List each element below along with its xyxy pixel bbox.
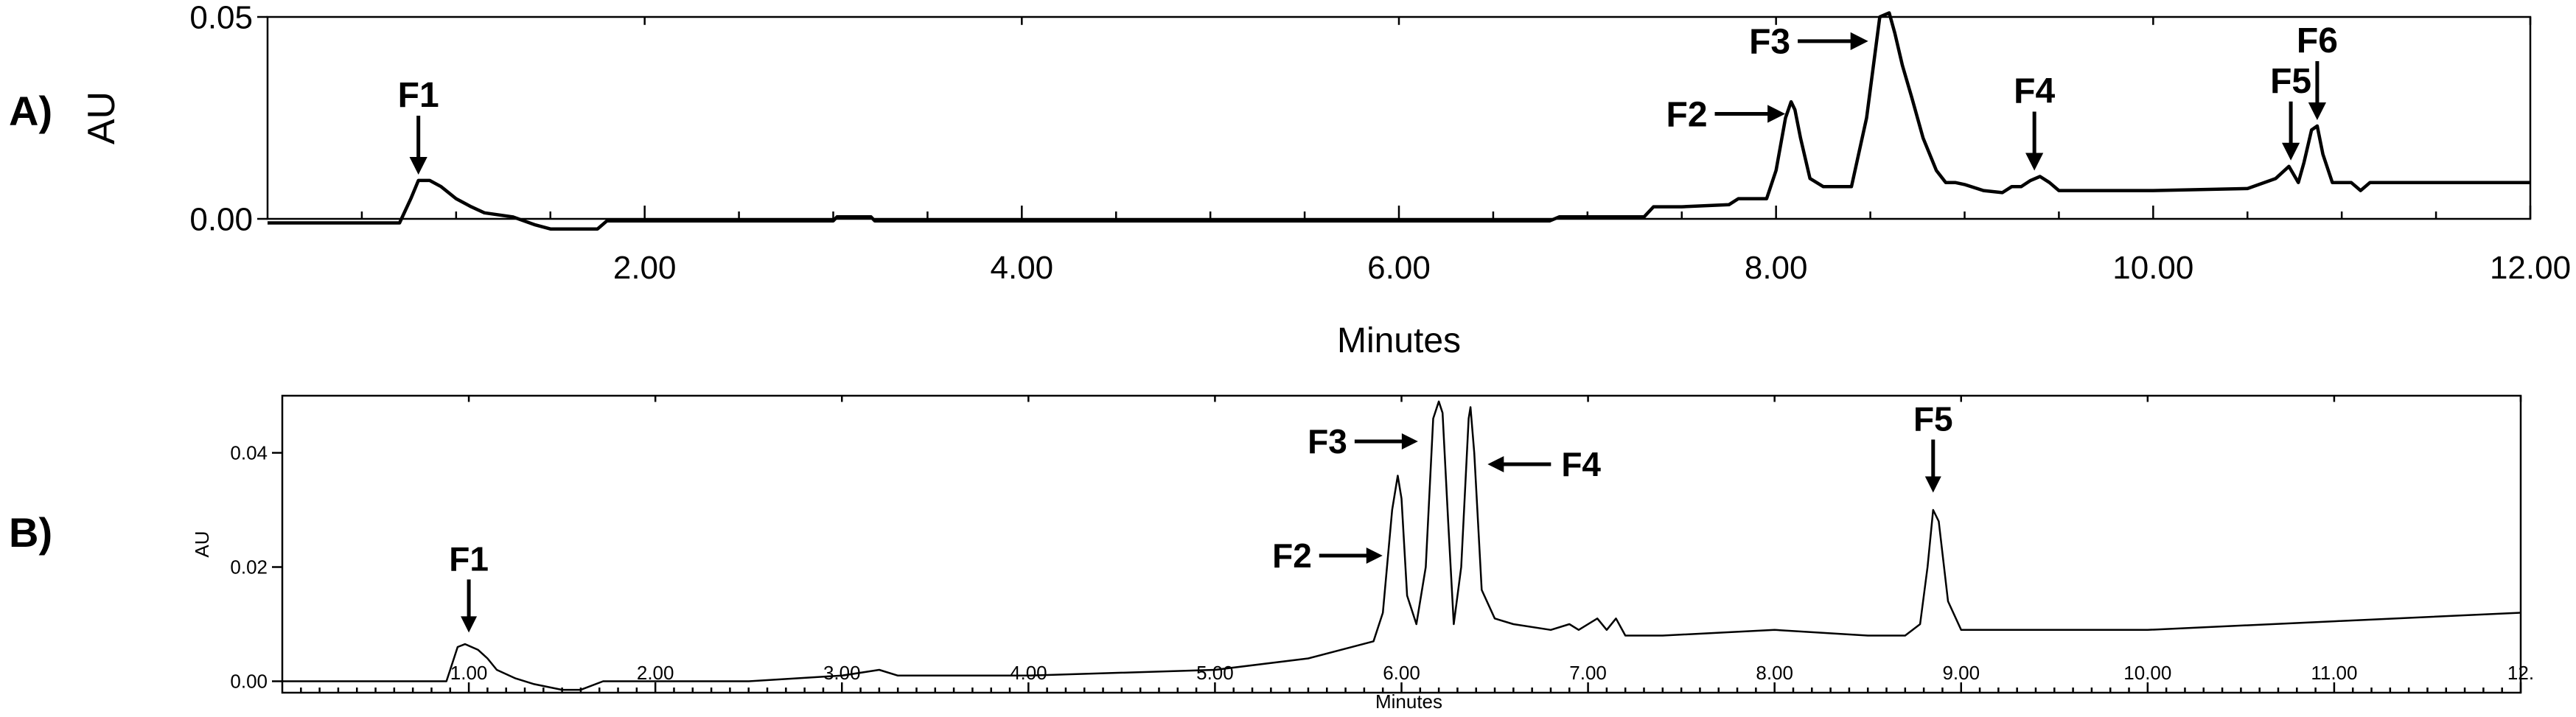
peak-annotation-f2: F2 [1666,95,1786,134]
chart-panel-b: B)1.00 2.00 3.00 4.00 5.00 6.00 7.00 8.00 9.00 10… [9,394,2534,713]
x-tick-label: 10.00 [2123,662,2171,684]
peak-annotation-f5: F5 [2270,62,2311,161]
peak-label: F2 [1272,536,1312,575]
peak-annotation-f4: F4 [2014,71,2055,171]
x-tick-label: 7.00 [1569,662,1607,684]
x-tick-label: 2.00 [637,662,674,684]
peak-label: F4 [1561,445,1601,483]
peak-annotation-f4: F4 [1487,445,1601,483]
peak-label: F3 [1749,23,1790,62]
annotation-arrow-head [2025,153,2044,171]
peak-label: F1 [449,539,489,578]
annotation-arrow-head [1767,105,1786,123]
y-tick-label: 0.04 [230,442,268,464]
y-tick-label: 0.02 [230,556,268,578]
series-line [282,400,2521,691]
y-tick-label: 0.00 [189,201,253,237]
y-tick-label: 0.00 [230,671,268,693]
y-axis-label: AU [191,531,213,557]
peak-label: F5 [1913,400,1953,438]
annotation-arrow-head [1487,456,1504,472]
peak-label: F6 [2297,21,2338,60]
peak-label: F5 [2270,62,2311,101]
y-tick-label: 0.05 [189,0,253,35]
x-tick-label: 10.00 [2112,250,2193,286]
peak-label: F3 [1308,422,1347,461]
x-tick-label: 11.00 [2311,662,2357,684]
peak-annotation-f3: F3 [1308,422,1418,461]
annotation-arrow-head [1924,476,1941,493]
peak-annotation-f1: F1 [449,539,489,633]
annotation-arrow-head [1850,32,1868,50]
x-tick-label: 8.00 [1756,662,1793,684]
x-tick-label: 8.00 [1745,250,1808,286]
x-tick-label: 6.00 [1383,662,1420,684]
x-tick-label: 6.00 [1367,250,1431,286]
chart-panel-a: A) 2.00 4.00 6.00 8.00 10.00 12.00 0.00 0.05 Minu… [9,0,2571,360]
peak-label: F4 [2014,71,2055,111]
panel-label: A) [9,88,52,134]
x-tick-label: 12. [2507,662,2534,684]
peak-annotation-f5: F5 [1913,400,1953,493]
x-tick-label: 1.00 [450,662,488,684]
x-tick-label: 2.00 [613,250,677,286]
peak-label: F1 [398,76,439,115]
peak-annotation-f6: F6 [2297,21,2338,120]
peak-label: F2 [1666,95,1708,134]
x-tick-label: 9.00 [1942,662,1980,684]
x-axis-label: Minutes [1337,321,1461,360]
x-axis-label: Minutes [1375,690,1442,713]
peak-annotation-f3: F3 [1749,23,1868,62]
annotation-arrow-head [2281,142,2300,161]
x-tick-label: 4.00 [991,250,1054,286]
series-line [268,11,2530,231]
annotation-arrow-head [461,616,478,633]
annotation-arrow-head [1401,433,1418,450]
y-axis-label: AU [80,91,123,144]
peak-annotation-f2: F2 [1272,536,1383,575]
peak-annotation-f1: F1 [398,76,439,175]
annotation-arrow-head [1366,548,1383,564]
annotation-arrow-head [2308,102,2327,120]
x-tick-label: 4.00 [1010,662,1047,684]
panel-label: B) [9,509,52,556]
x-tick-label: 12.00 [2490,250,2571,286]
annotation-arrow-head [409,156,427,175]
x-tick-label: 5.00 [1196,662,1234,684]
